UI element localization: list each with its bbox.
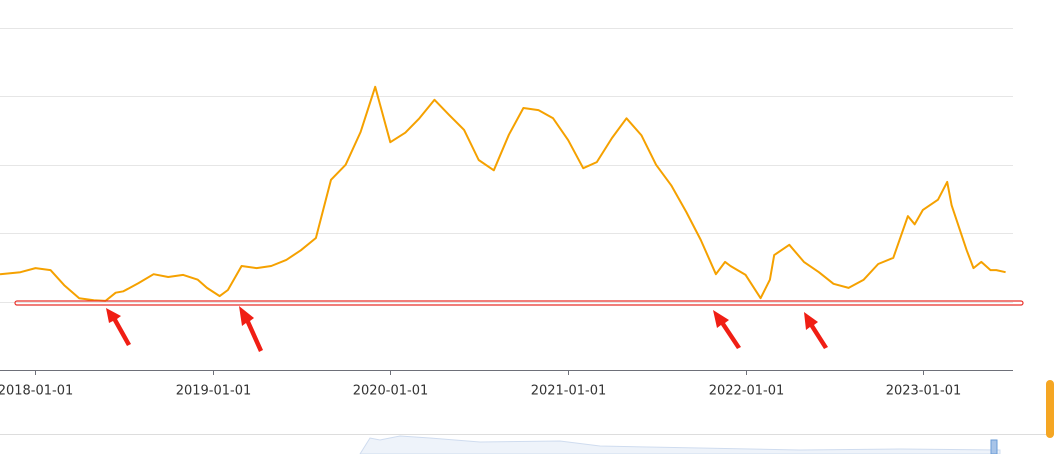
support-line bbox=[14, 300, 1024, 306]
x-tick-label: 2020-01-01 bbox=[353, 384, 429, 399]
series-line bbox=[0, 85, 1006, 302]
x-tick-label: 2019-01-01 bbox=[176, 384, 252, 399]
x-tick-label: 2022-01-01 bbox=[709, 384, 785, 399]
arrow bbox=[804, 312, 828, 349]
arrow bbox=[239, 306, 263, 352]
zoom-preview bbox=[359, 435, 1001, 454]
zoom-handle[interactable] bbox=[990, 439, 998, 454]
arrow bbox=[106, 308, 131, 346]
arrows bbox=[106, 306, 828, 352]
x-tick-label: 2021-01-01 bbox=[531, 384, 607, 399]
x-tick-label: 2023-01-01 bbox=[886, 384, 962, 399]
arrow bbox=[713, 310, 741, 349]
scroll-thumb[interactable] bbox=[1046, 380, 1054, 438]
x-tick-label: 2018-01-01 bbox=[0, 384, 73, 399]
